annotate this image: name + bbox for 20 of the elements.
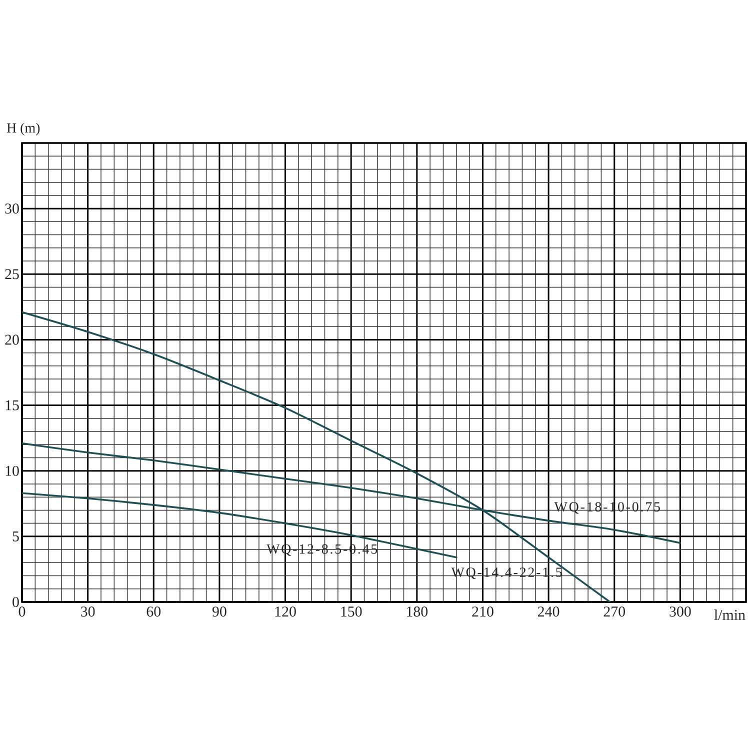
x-tick-label: 120 [275, 606, 296, 617]
x-tick-label: 300 [670, 606, 691, 617]
x-tick-label: 30 [81, 606, 95, 617]
line-series [22, 492, 458, 558]
y-tick-label: 15 [6, 400, 19, 410]
y-tick-label: 30 [5, 204, 19, 214]
x-tick-label: 90 [212, 606, 226, 617]
y-tick-label: 20 [5, 334, 19, 345]
x-tick-label: 210 [472, 606, 494, 617]
y-tick-label: 10 [6, 466, 19, 476]
y-axis-title: H (m) [6, 122, 40, 136]
y-tick-label: 25 [5, 269, 19, 280]
x-tick-label: 60 [146, 606, 161, 617]
x-axis-title: l/min [714, 610, 746, 620]
y-tick-label: 0 [12, 596, 19, 608]
x-tick-label: 270 [604, 606, 626, 617]
y-tick-label: 5 [12, 531, 19, 542]
x-tick-label: 240 [538, 606, 560, 617]
x-tick-label: 150 [341, 606, 362, 617]
x-tick-label: 180 [407, 606, 428, 617]
